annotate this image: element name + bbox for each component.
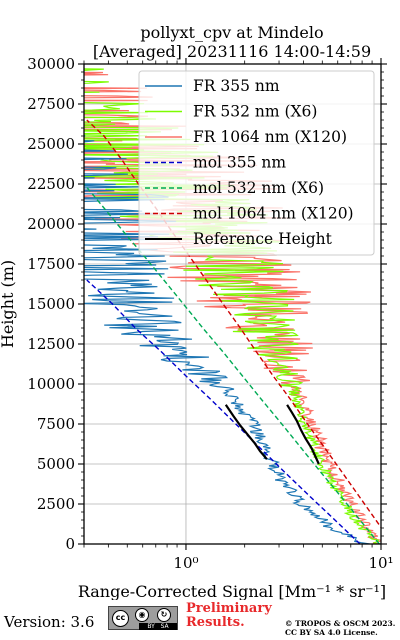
y-tick-label: 2500 (37, 495, 75, 513)
cc-license-badge[interactable]: cc ◉ ↻ BY SA (108, 606, 178, 630)
y-tick-label: 5000 (37, 455, 75, 473)
y-tick-label: 22500 (27, 175, 75, 193)
copyright-notice: © TROPOS & OSCM 2023. CC BY SA 4.0 Licen… (285, 619, 396, 637)
x-axis-label: Range-Corrected Signal [Mm⁻¹ * sr⁻¹] (78, 582, 386, 600)
legend-label-fr-1064-nm-x120: FR 1064 nm (X120) (193, 128, 347, 146)
series-reference-height (286, 404, 320, 465)
y-tick-label: 25000 (27, 135, 75, 153)
y-tick-label: 12500 (27, 335, 75, 353)
axis-ticks: 0 2500 5000 7500 10000 12500 15000 17500 20000 22… (27, 55, 393, 572)
series-fr-532-nm-x6 (84, 68, 380, 544)
cc-icon: cc (112, 610, 129, 627)
y-axis-label: Height (m) (0, 260, 17, 348)
series-mol-532-nm-x6 (84, 183, 380, 544)
legend-label-mol-532-nm-x6: mol 532 nm (X6) (193, 179, 324, 197)
share-alike-icon: ↻ (157, 608, 171, 622)
cc-badge-terms: BY SA (139, 623, 177, 630)
legend-label-reference-height: Reference Height (193, 230, 333, 248)
y-tick-label: 27500 (27, 95, 75, 113)
series-layer (84, 68, 381, 544)
chart-title: pollyxt_cpv at Mindelo (140, 23, 323, 42)
version-text: Version: 3.6 (4, 613, 95, 631)
footer: Version: 3.6 cc ◉ ↻ BY SA Preliminary Re… (0, 600, 400, 640)
x-tick-label: 10¹ (368, 554, 393, 572)
attribution-icon: ◉ (135, 608, 149, 622)
legend: FR 355 nm FR 532 nm (X6) FR 1064 nm (X120)… (138, 70, 375, 256)
series-reference-height (224, 404, 268, 460)
legend-label-mol-1064-nm-x120: mol 1064 nm (X120) (193, 205, 354, 223)
y-tick-label: 15000 (27, 295, 75, 313)
y-tick-label: 20000 (27, 215, 75, 233)
series-mol-1064-nm-x120 (86, 119, 381, 529)
y-tick-label: 30000 (27, 55, 75, 73)
x-tick-label: 10⁰ (173, 554, 198, 572)
legend-label-fr-355-nm: FR 355 nm (193, 77, 280, 95)
y-tick-label: 0 (65, 535, 75, 553)
y-tick-label: 17500 (27, 255, 75, 273)
y-tick-label: 7500 (37, 415, 75, 433)
y-tick-label: 10000 (27, 375, 75, 393)
legend-label-fr-532-nm-x6: FR 532 nm (X6) (193, 103, 317, 121)
lidar-profile-chart: pollyxt_cpv at Mindelo [Averaged] 202311… (0, 23, 394, 600)
series-fr-1064-nm-x120 (84, 71, 381, 544)
preliminary-results-note: Preliminary Results. (186, 601, 272, 630)
chart-subtitle: [Averaged] 20231116 14:00-14:59 (93, 42, 371, 61)
legend-label-mol-355-nm: mol 355 nm (193, 154, 286, 172)
legend-box (138, 70, 375, 256)
